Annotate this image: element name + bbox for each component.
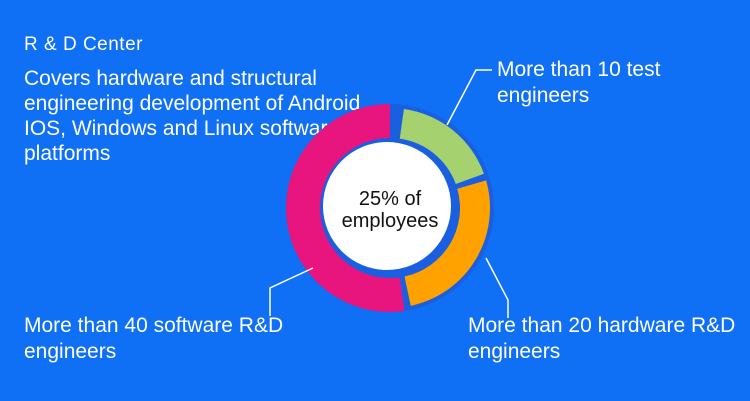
leader-line-software (269, 267, 314, 316)
leader-line-test (446, 69, 492, 126)
slice-software-engineers (286, 104, 405, 312)
slice-label-test-engineers: More than 10 test engineers (497, 58, 661, 107)
slice-label-software-engineers: More than 40 software R&D engineers (24, 314, 284, 363)
description-text: Covers hardware and structural engineeri… (24, 67, 367, 165)
center-label-line-1: 25% of (359, 188, 422, 210)
center-circle (323, 142, 451, 270)
slice-label-hardware-engineers: More than 20 hardware R&D engineers (468, 314, 736, 363)
center-label-line-2: employees (342, 210, 439, 232)
slice-hardware-engineers (404, 180, 490, 306)
page-title: R & D Center (24, 34, 143, 55)
leader-line-hardware (485, 257, 509, 318)
slice-test-engineers (399, 108, 484, 185)
